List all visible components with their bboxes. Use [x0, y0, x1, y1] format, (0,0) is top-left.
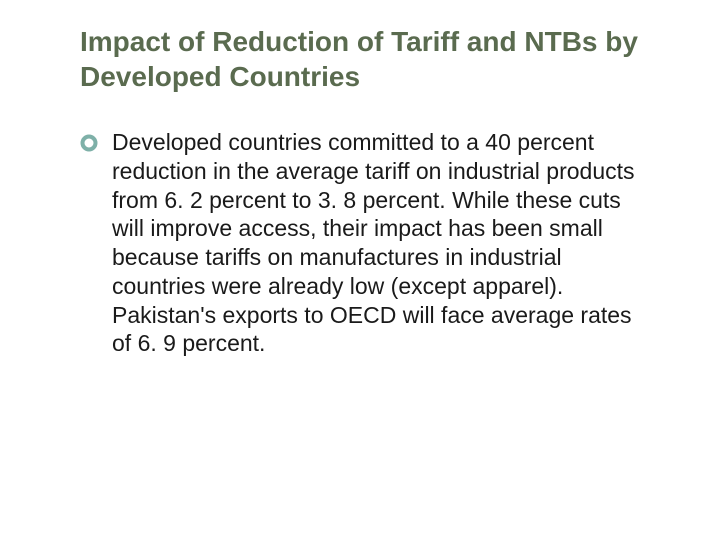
bullet-row: Developed countries committed to a 40 pe… — [80, 128, 660, 358]
ring-bullet-icon — [80, 134, 98, 152]
slide-container: Impact of Reduction of Tariff and NTBs b… — [0, 0, 720, 540]
slide-title: Impact of Reduction of Tariff and NTBs b… — [80, 24, 660, 94]
bullet-body-text: Developed countries committed to a 40 pe… — [112, 128, 652, 358]
